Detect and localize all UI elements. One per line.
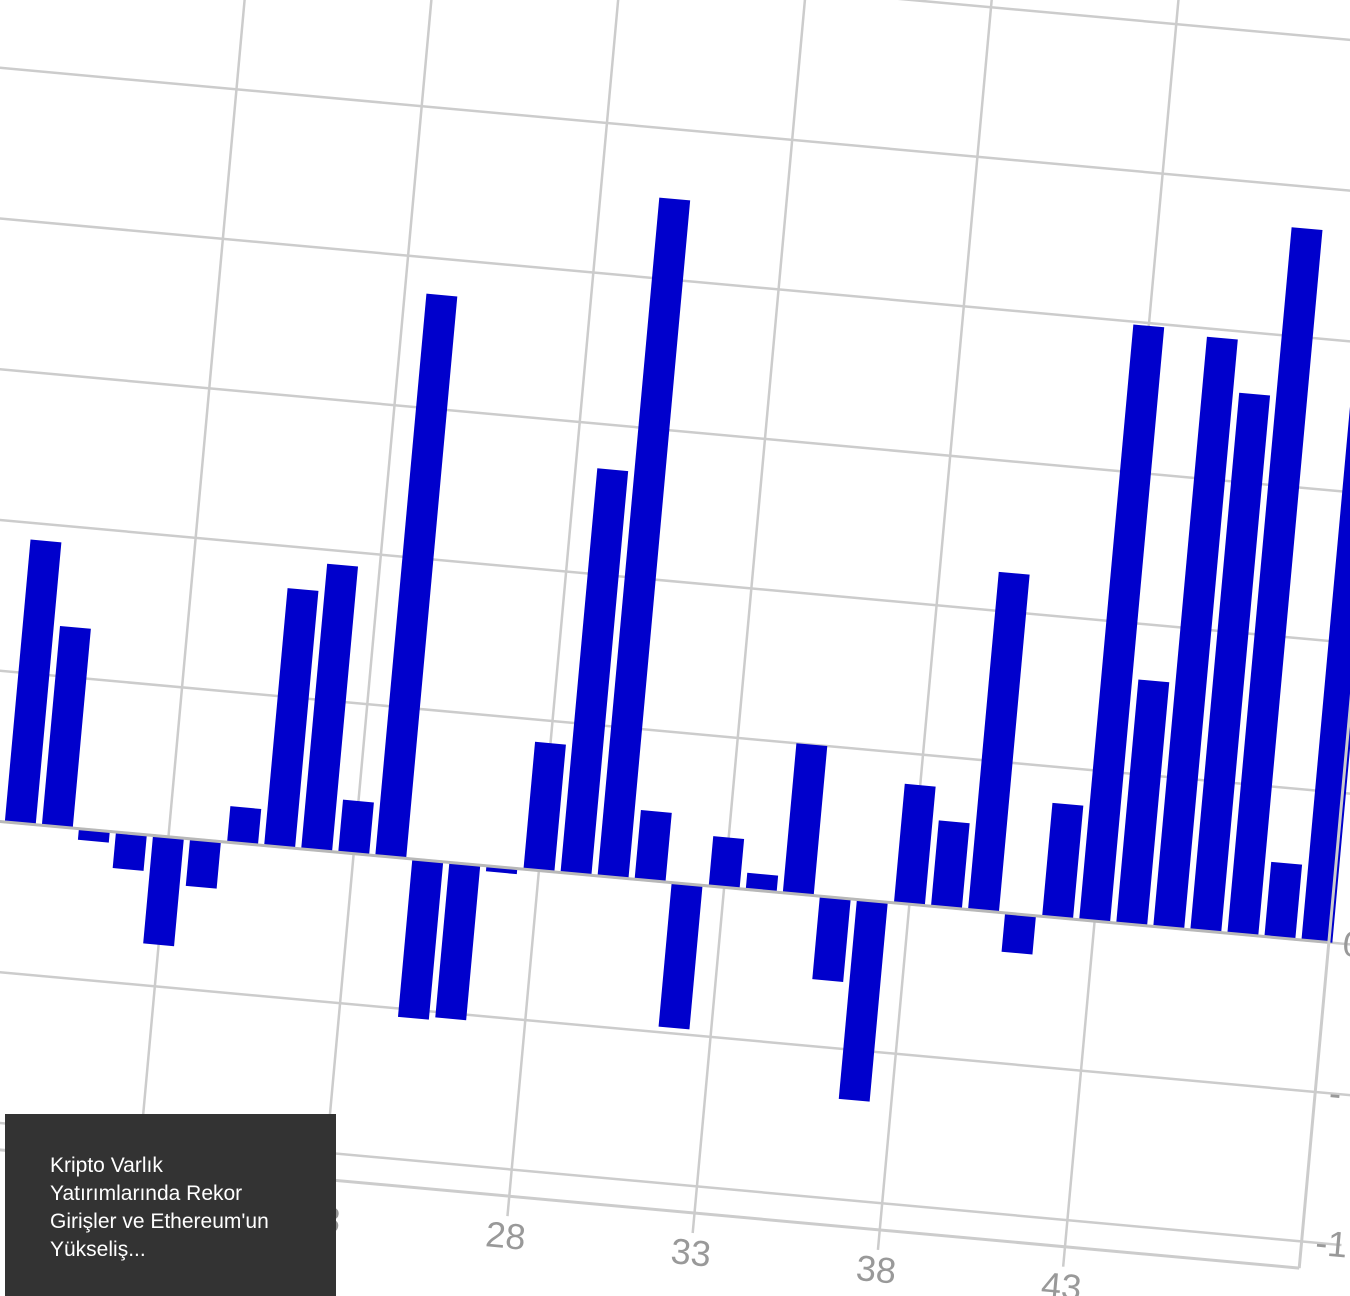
bar-15 [41, 625, 91, 829]
x-tick-label: 33 [669, 1230, 713, 1274]
gridline-v [691, 0, 829, 1234]
bar-19 [185, 838, 221, 889]
bar-40 [968, 571, 1030, 913]
bar-25 [397, 859, 444, 1020]
gridline-v [506, 0, 644, 1217]
bar-49 [1301, 67, 1350, 943]
bar-44 [1116, 679, 1170, 926]
gridline-v [135, 0, 274, 1183]
zero-baseline [0, 809, 1329, 944]
bar-38 [893, 783, 936, 906]
bar-23 [338, 799, 374, 856]
gridline-v [876, 0, 1015, 1250]
bar-42 [1042, 802, 1084, 920]
bar-29 [560, 468, 629, 876]
x-tick-label: 38 [854, 1247, 898, 1291]
bar-26 [435, 862, 481, 1021]
bar-28 [523, 741, 566, 872]
gridline-h [0, 0, 1350, 51]
bar-17 [112, 832, 147, 871]
bar-41 [1001, 912, 1036, 955]
bar-46 [1190, 392, 1271, 933]
bar-22 [301, 563, 359, 852]
y-tick-label: -1 [1314, 1222, 1350, 1266]
bar-45 [1153, 336, 1238, 930]
caption-text: Kripto Varlık Yatırımlarında Rekor Giriş… [50, 1154, 269, 1261]
gridline-h [0, 510, 1350, 649]
bar-48 [1264, 861, 1303, 940]
bar-33 [708, 836, 745, 889]
bar-39 [930, 820, 970, 910]
bar-series [4, 67, 1350, 1102]
gridline-h [0, 62, 1350, 200]
bar-14 [4, 539, 62, 825]
y-tick-labels: 0 - -1 [1314, 923, 1350, 1266]
bar-35 [782, 743, 828, 896]
y-axis-line [1297, 0, 1350, 1269]
bar-20 [227, 806, 262, 845]
bar-21 [264, 588, 319, 849]
bar-34 [745, 872, 779, 893]
bar-37 [838, 899, 888, 1102]
y-tick-label: - [1327, 1072, 1343, 1114]
bar-24 [375, 293, 458, 859]
bar-36 [812, 896, 851, 982]
gridline-h [0, 959, 1350, 1097]
x-tick-label: 28 [484, 1213, 528, 1257]
gridline-v [320, 0, 459, 1200]
bar-47 [1227, 227, 1323, 937]
bar-43 [1079, 324, 1165, 923]
y-tick-label: 0 [1341, 923, 1350, 966]
bar-31 [634, 810, 672, 883]
bar-18 [143, 835, 184, 947]
bar-32 [658, 882, 703, 1030]
bar-30 [597, 197, 691, 879]
horizontal-gridlines [0, 0, 1350, 1247]
x-tick-label: 43 [1040, 1264, 1084, 1296]
caption-card[interactable]: Kripto Varlık Yatırımlarında Rekor Giriş… [5, 1114, 336, 1296]
